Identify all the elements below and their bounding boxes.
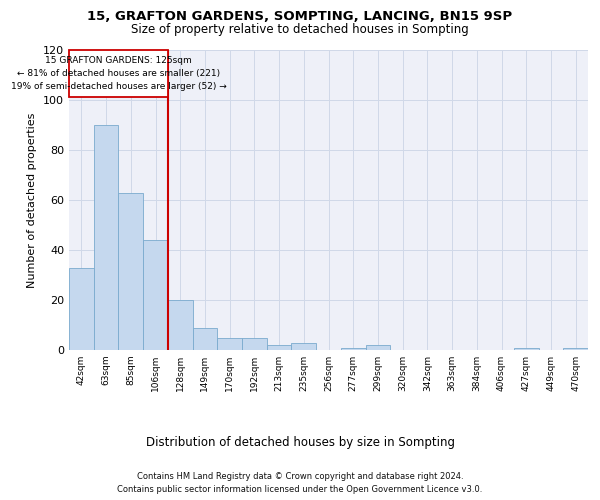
Bar: [514, 348, 539, 350]
Bar: [217, 338, 242, 350]
Bar: [193, 328, 217, 350]
Text: Distribution of detached houses by size in Sompting: Distribution of detached houses by size …: [146, 436, 455, 449]
Text: 15, GRAFTON GARDENS, SOMPTING, LANCING, BN15 9SP: 15, GRAFTON GARDENS, SOMPTING, LANCING, …: [88, 10, 512, 23]
Bar: [94, 125, 118, 350]
Bar: [267, 345, 292, 350]
Text: Contains HM Land Registry data © Crown copyright and database right 2024.
Contai: Contains HM Land Registry data © Crown c…: [118, 472, 482, 494]
Text: 15 GRAFTON GARDENS: 125sqm
← 81% of detached houses are smaller (221)
19% of sem: 15 GRAFTON GARDENS: 125sqm ← 81% of deta…: [11, 56, 226, 91]
Bar: [563, 348, 588, 350]
Bar: [365, 345, 390, 350]
Bar: [168, 300, 193, 350]
Y-axis label: Number of detached properties: Number of detached properties: [28, 112, 37, 288]
Bar: [69, 268, 94, 350]
Bar: [292, 342, 316, 350]
FancyBboxPatch shape: [69, 50, 168, 96]
Bar: [341, 348, 365, 350]
Bar: [242, 338, 267, 350]
Bar: [118, 192, 143, 350]
Text: Size of property relative to detached houses in Sompting: Size of property relative to detached ho…: [131, 22, 469, 36]
Bar: [143, 240, 168, 350]
